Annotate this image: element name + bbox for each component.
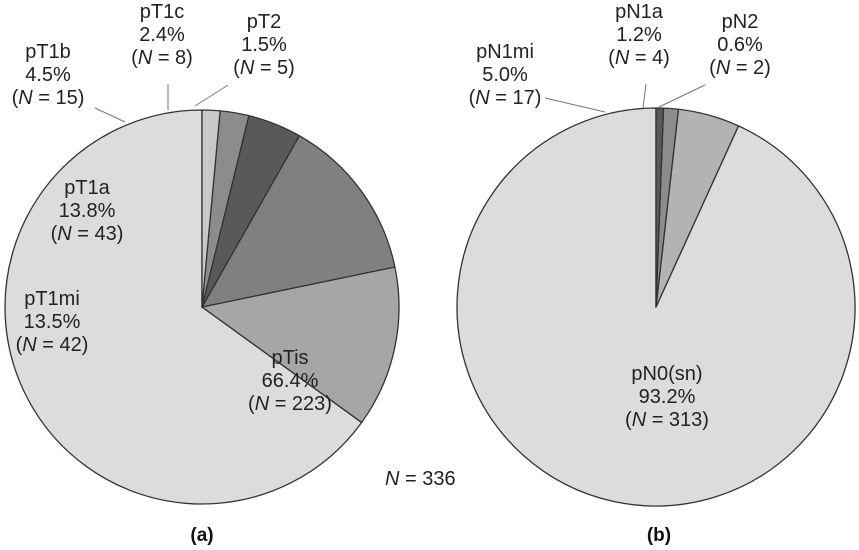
slice-label-pn2: pN2 0.6% (N = 2) [709,11,771,79]
slice-category: pN1a [615,1,664,23]
total-n-symbol: N [385,468,400,490]
slice-percent: 5.0% [482,64,528,86]
slice-percent: 13.8% [59,200,116,222]
leader-line-pn2 [658,84,706,108]
slice-label-pn1a: pN1a 1.2% (N = 4) [608,1,670,69]
pie-slice-pt2 [201,109,221,308]
slice-count: (N = 43) [51,223,124,245]
chart-a-caption: (a) [190,525,213,546]
slice-count: (N = 42) [16,334,89,356]
slice-label-pt1c: pT1c 2.4% (N = 8) [131,1,193,69]
pie-chart-b: pN0(sn) 93.2% (N = 313)pN1mi 5.0% (N = 17)pN… [456,1,856,546]
slice-category: pT1c [140,1,184,23]
slice-percent: 1.2% [616,24,662,46]
slice-percent: 66.4% [262,370,319,392]
slice-percent: 2.4% [139,24,185,46]
slice-category: pT1b [25,41,71,63]
slice-percent: 13.5% [24,311,81,333]
slice-count: (N = 15) [12,87,85,109]
slice-label-pt1b: pT1b 4.5% (N = 15) [12,41,85,109]
slice-percent: 1.5% [241,34,287,56]
slice-category: pN1mi [476,41,534,63]
slice-category: pT1a [64,177,110,199]
slice-count: (N = 223) [248,393,332,415]
slice-label-pt2: pT2 1.5% (N = 5) [233,11,295,79]
pie-slice-pt1a [201,135,396,308]
slice-count: (N = 4) [608,47,670,69]
total-value: = 336 [399,468,455,490]
slice-category: pN2 [722,11,759,33]
slice-label-pt1a: pT1a 13.8% (N = 43) [51,177,124,245]
slice-category: pN0(sn) [631,363,702,385]
slice-percent: 93.2% [639,386,696,408]
slice-category: pTis [271,347,308,369]
slice-count: (N = 313) [625,409,709,431]
slice-count: (N = 8) [131,47,193,69]
pie-slice-pt1mi [201,266,400,424]
leader-line-pt1b [94,107,126,123]
slice-label-pn0-sn: pN0(sn) 93.2% (N = 313) [625,363,709,431]
slice-count: (N = 2) [709,57,771,79]
slice-label-pn1mi: pN1mi 5.0% (N = 17) [469,41,542,109]
chart-b-caption: (b) [647,525,671,546]
slice-label-ptis: pTis 66.4% (N = 223) [248,347,332,415]
pie-chart-a: pTis 66.4% (N = 223) pT1mi 13.5% (N = 42) pT1a… [4,1,400,546]
leader-line-pt2 [194,84,229,107]
slice-percent: 0.6% [717,34,763,56]
leader-line-pn1a [642,83,647,109]
slice-count: (N = 17) [469,87,542,109]
slice-category: pT1mi [24,288,80,310]
leader-line-pn1mi [544,97,606,113]
slice-percent: 4.5% [25,64,71,86]
slice-label-pt1mi: pT1mi 13.5% (N = 42) [16,288,89,356]
slice-count: (N = 5) [233,57,295,79]
pie-slice-ptis [4,109,363,505]
pie-slice-pn2 [655,107,665,308]
total-count: N = 336 [385,468,456,490]
slice-category: pT2 [247,11,281,33]
